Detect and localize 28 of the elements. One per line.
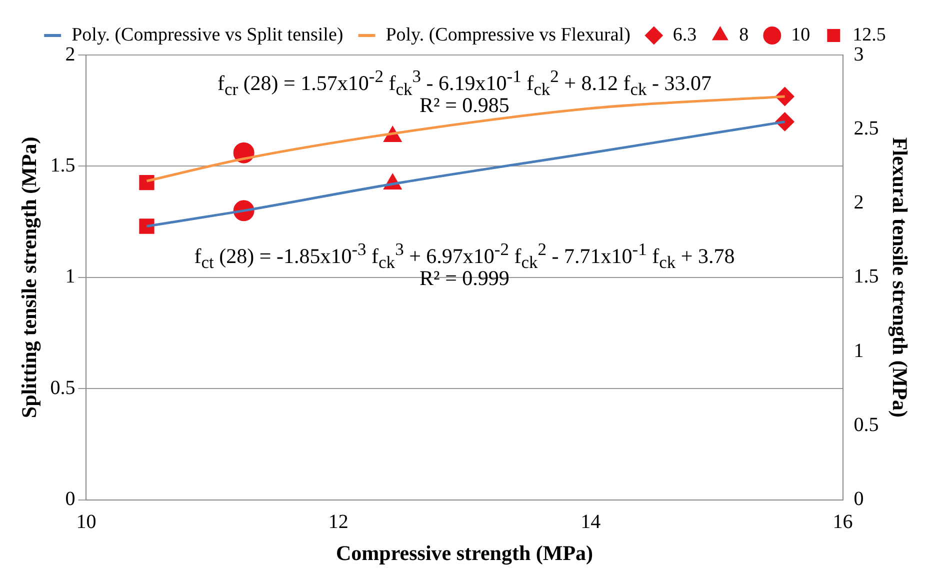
x-tick-label: 10 — [76, 511, 96, 534]
legend-label: Poly. (Compressive vs Flexural) — [386, 24, 630, 46]
x-tick-label: 14 — [580, 511, 601, 534]
legend-label: 6.3 — [672, 24, 697, 46]
legend-label: 12.5 — [852, 24, 886, 46]
legend-label: 10 — [791, 24, 810, 46]
y-tick-label: 0 — [65, 488, 76, 510]
y2-axis-title: Flexural tensile strength (MPa) — [888, 137, 912, 418]
x-axis-title: Compressive strength (MPa) — [336, 540, 594, 565]
y2-tick-label: 1.5 — [854, 266, 879, 288]
y-tick-label: 2 — [65, 43, 76, 66]
x-tick-label: 12 — [328, 511, 348, 534]
legend-label: Poly. (Compressive vs Split tensile) — [72, 24, 344, 46]
point — [139, 218, 154, 234]
y-tick-label: 0.5 — [50, 376, 76, 399]
y2-tick-label: 3 — [854, 43, 864, 66]
y-tick-label: 1.5 — [50, 154, 76, 176]
y2-tick-label: 2 — [854, 192, 864, 214]
legend-label: 8 — [739, 24, 749, 46]
y2-tick-label: 0 — [854, 488, 864, 510]
x-tick-label: 16 — [832, 511, 853, 534]
y-axis-title: Splitting tensile strength (MPa) — [17, 136, 42, 418]
annotation: R² = 0.999 — [420, 266, 510, 290]
point — [139, 174, 154, 190]
y-tick-label: 1 — [65, 266, 76, 288]
y2-tick-label: 2.5 — [854, 117, 879, 140]
y2-tick-label: 1 — [854, 340, 864, 362]
y2-tick-label: 0.5 — [854, 414, 879, 436]
